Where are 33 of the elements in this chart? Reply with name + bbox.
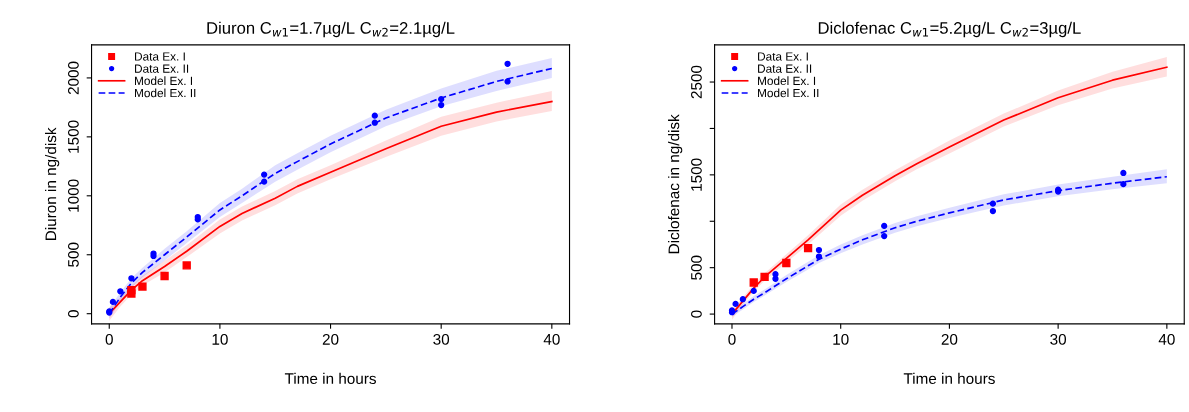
legend-label: Model Ex. II (135, 88, 196, 98)
x-tick-label: 30 (1050, 333, 1067, 345)
legend-label: Data Ex. II (135, 64, 189, 73)
x-tick-label: 0 (728, 333, 736, 345)
x-tick-label: 0 (105, 333, 113, 345)
x-tick-label: 10 (212, 333, 228, 345)
y-tick-label: 1000 (67, 179, 79, 212)
legend-label: Model Ex. I (135, 76, 193, 86)
y-tick-label: 1500 (67, 120, 79, 153)
chart-title: Diuron C$_{w1}$=1.7µg/L C$_{w2}$=2.1µg/L (207, 21, 455, 38)
legend-label: Data Ex. I (135, 52, 185, 61)
legend-label: Model Ex. II (758, 88, 819, 98)
y-tick-label: 500 (691, 255, 702, 280)
y-axis-title: Diuron in ng/disk (45, 127, 60, 241)
legend-label: Model Ex. I (758, 76, 816, 86)
y-axis-title: Diclofenac in ng/disk (668, 114, 683, 254)
y-tick-label: 1500 (691, 158, 702, 191)
y-tick-label: 0 (67, 310, 79, 318)
chart-title: Diclofenac C$_{w1}$=5.2µg/L C$_{w2}$=3µg/L (818, 21, 1081, 38)
x-axis-title: Time in hours (903, 372, 995, 385)
x-axis-title: Time in hours (284, 372, 376, 385)
x-tick-label: 10 (833, 333, 849, 345)
y-tick-label: 2500 (691, 65, 702, 99)
x-tick-label: 20 (322, 333, 339, 345)
x-tick-label: 30 (433, 333, 450, 345)
x-tick-label: 40 (1158, 333, 1175, 345)
y-tick-label: 2000 (67, 61, 79, 95)
y-tick-label: 500 (67, 242, 79, 267)
legend-label: Data Ex. I (758, 52, 808, 61)
x-tick-label: 20 (941, 333, 958, 345)
x-tick-label: 40 (543, 333, 560, 345)
y-tick-label: 0 (691, 310, 702, 318)
legend-label: Data Ex. II (758, 64, 812, 73)
